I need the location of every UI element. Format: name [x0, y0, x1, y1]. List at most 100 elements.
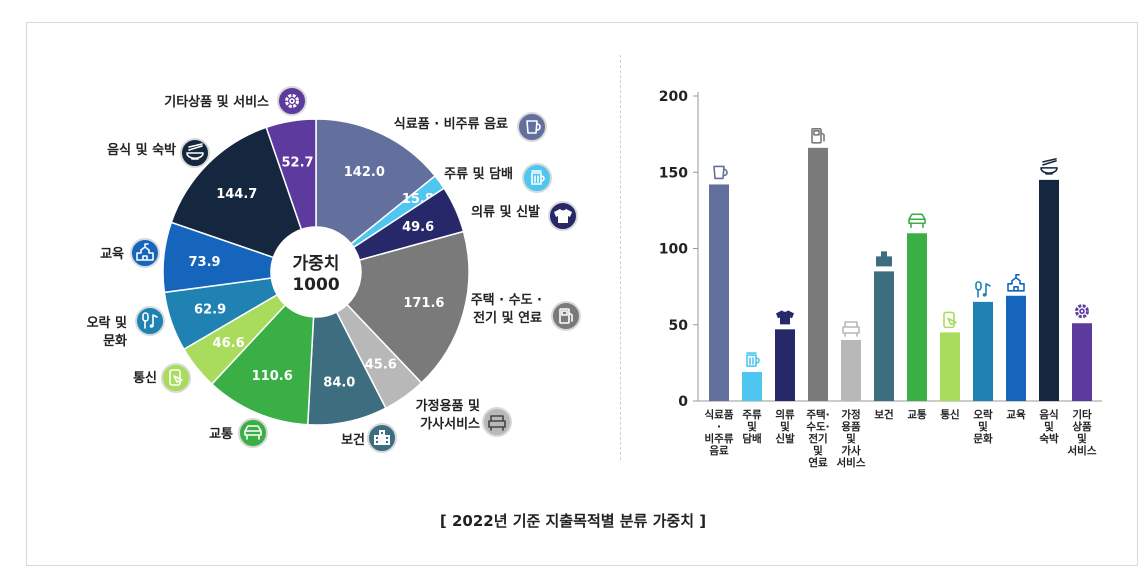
- bar: [841, 340, 861, 401]
- pie-slice: [345, 230, 470, 384]
- beer-icon: [522, 163, 552, 193]
- slice-value-label: 144.7: [216, 187, 257, 202]
- bar: [940, 332, 960, 401]
- x-tick-label: 및: [747, 421, 757, 433]
- slice-category-label: 식료품 · 비주류 음료: [394, 116, 508, 132]
- x-tick-label: ·: [717, 421, 721, 433]
- slice-category-label: 전기 및 연료: [473, 310, 542, 326]
- slice-value-label: 142.0: [344, 165, 385, 180]
- phone-icon: [943, 311, 957, 329]
- x-tick-label: 상품: [1072, 420, 1092, 433]
- bar: [973, 301, 993, 401]
- x-tick-label: 연료: [808, 456, 828, 469]
- divider: [620, 55, 621, 460]
- slice-category-label: 기타상품 및 서비스: [164, 94, 269, 110]
- slice-category-label: 의류 및 신발: [471, 204, 540, 220]
- slice-value-label: 52.7: [282, 156, 314, 171]
- slice-value-label: 73.9: [189, 255, 221, 270]
- x-tick-label: 음식: [1039, 408, 1058, 421]
- bar: [1006, 295, 1026, 401]
- x-tick-label: 전기: [808, 432, 827, 445]
- fuel-icon: [551, 301, 581, 331]
- pie-slice: [170, 126, 303, 259]
- phone-icon: [161, 363, 191, 393]
- x-tick-label: 문화: [973, 432, 993, 445]
- pie-slice: [315, 118, 437, 245]
- slice-value-label: 62.9: [194, 302, 226, 317]
- gear-icon: [277, 86, 307, 116]
- pie-center: [272, 228, 360, 316]
- x-tick-label: 및: [1077, 433, 1087, 445]
- slice-value-label: 110.6: [252, 369, 293, 384]
- x-tick-label: 및: [846, 433, 856, 445]
- y-tick-label: 50: [669, 318, 689, 334]
- x-tick-label: 보건: [874, 408, 893, 421]
- x-tick-label: 및: [978, 421, 988, 433]
- x-tick-label: 용품: [841, 421, 861, 433]
- pie-slice: [265, 118, 317, 231]
- slice-category-label: 통신: [133, 371, 157, 386]
- slice-category-label: 오락 및: [87, 316, 127, 331]
- bar: [1039, 179, 1059, 401]
- bar: [709, 184, 729, 401]
- sofa-icon: [482, 407, 512, 437]
- sofa-icon: [842, 321, 860, 337]
- bowl-icon: [180, 138, 210, 168]
- school-icon: [130, 238, 160, 268]
- y-tick-label: 150: [659, 165, 688, 181]
- x-tick-label: 및: [813, 445, 823, 457]
- x-tick-label: 통신: [940, 408, 959, 421]
- cup-icon: [517, 112, 547, 142]
- fuel-icon: [811, 128, 825, 144]
- bar: [775, 329, 795, 401]
- slice-value-label: 84.0: [323, 376, 355, 391]
- chart-caption: [ 2022년 기준 지출목적별 분류 가중치 ]: [439, 512, 707, 530]
- hospital-icon: [367, 423, 397, 453]
- y-tick-label: 200: [659, 89, 688, 105]
- x-tick-label: 가사: [841, 444, 861, 457]
- x-tick-label: 의류: [775, 408, 795, 421]
- bar: [874, 271, 894, 401]
- bar: [742, 372, 762, 401]
- slice-value-label: 46.6: [213, 336, 245, 351]
- beer-icon: [746, 352, 760, 367]
- bowl-icon: [1040, 158, 1058, 175]
- slice-value-label: 171.6: [403, 296, 444, 311]
- shirt-icon: [776, 310, 794, 325]
- bar: [808, 147, 828, 401]
- slice-category-label: 교통: [209, 427, 233, 442]
- slice-category-label: 주류 및 담배: [444, 166, 513, 182]
- x-tick-label: 비주류: [705, 432, 734, 445]
- hospital-icon: [876, 251, 892, 267]
- y-tick-label: 0: [678, 394, 688, 410]
- pie-center-label: 1000: [292, 275, 339, 295]
- x-tick-label: 및: [1044, 421, 1054, 433]
- slice-category-label: 주택 · 수도 ·: [471, 292, 542, 308]
- slice-category-label: 교육: [100, 246, 124, 262]
- slice-category-label: 가정용품 및: [416, 398, 480, 414]
- x-tick-label: 식료품: [705, 408, 734, 421]
- x-tick-label: 숙박: [1039, 432, 1059, 445]
- bar: [907, 233, 927, 401]
- x-tick-label: 신발: [775, 432, 795, 445]
- shirt-icon: [548, 201, 578, 231]
- y-tick-label: 100: [659, 242, 688, 258]
- cup-icon: [713, 165, 728, 180]
- x-tick-label: 서비스: [1068, 444, 1097, 457]
- x-tick-label: 오락: [973, 409, 993, 421]
- slice-category-label: 음식 및 숙박: [107, 142, 176, 158]
- x-tick-label: 음료: [709, 445, 729, 457]
- x-tick-label: 기타: [1072, 408, 1092, 421]
- slice-category-label: 가사서비스: [420, 416, 480, 432]
- gear-icon: [1075, 304, 1089, 319]
- bar-chart: 050100150200식료품·비주류음료주류및담배의류및신발주택·수도·전기및…: [659, 89, 1102, 469]
- x-tick-label: 담배: [742, 432, 761, 445]
- school-icon: [1007, 273, 1025, 292]
- car-icon: [238, 418, 268, 448]
- x-tick-label: 주택·: [806, 408, 829, 421]
- slice-value-label: 49.6: [402, 220, 434, 235]
- x-tick-label: 가정: [841, 408, 860, 421]
- slice-category-label: 보건: [341, 432, 365, 448]
- x-tick-label: 주류: [742, 409, 762, 421]
- x-tick-label: 수도·: [806, 421, 829, 433]
